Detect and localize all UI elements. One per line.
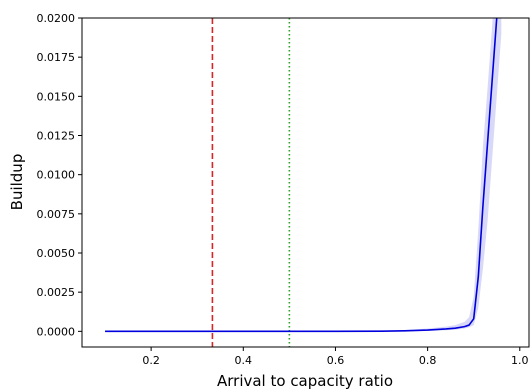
x-tick-label: 1.0 bbox=[511, 354, 529, 367]
y-tick-label: 0.0075 bbox=[37, 208, 76, 221]
plot-frame bbox=[81, 17, 530, 348]
y-axis: 0.0000 0.0025 0.0050 0.0075 0.0100 0.0125 0.01… bbox=[37, 12, 82, 338]
y-tick-label: 0.0000 bbox=[37, 325, 76, 338]
x-tick-label: 0.8 bbox=[419, 354, 437, 367]
x-tick-label: 0.4 bbox=[235, 354, 253, 367]
y-tick-label: 0.0200 bbox=[37, 12, 76, 25]
y-tick-label: 0.0175 bbox=[37, 51, 76, 64]
y-tick-label: 0.0050 bbox=[37, 247, 76, 260]
confidence-band-0 bbox=[105, 18, 502, 332]
y-tick-label: 0.0025 bbox=[37, 286, 76, 299]
y-tick-label: 0.0125 bbox=[37, 130, 76, 143]
x-tick-label: 0.6 bbox=[327, 354, 345, 367]
x-axis: 0.2 0.4 0.6 0.8 1.0 bbox=[142, 347, 529, 367]
x-tick-label: 0.2 bbox=[142, 354, 160, 367]
y-tick-label: 0.0150 bbox=[37, 90, 76, 103]
series-line-0 bbox=[105, 18, 498, 333]
plot-content bbox=[105, 18, 502, 347]
x-axis-title: Arrival to capacity ratio bbox=[217, 372, 393, 390]
y-axis-title: Buildup bbox=[8, 154, 26, 211]
y-tick-label: 0.0100 bbox=[37, 169, 76, 182]
